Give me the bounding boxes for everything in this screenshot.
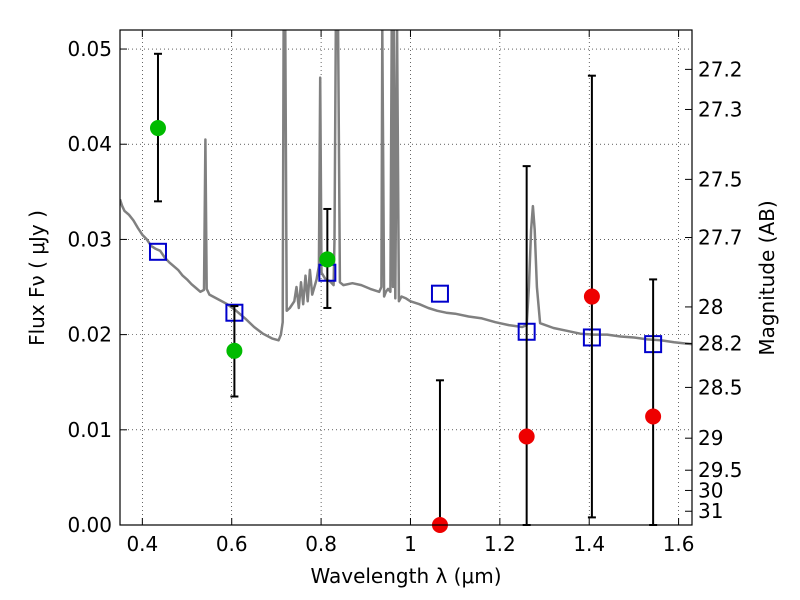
- upper-limit-point: [583, 288, 600, 305]
- mag-tick-label: 28: [698, 295, 723, 319]
- y-axis-title: Flux Fν ( μJy ): [25, 210, 49, 346]
- mag-tick-label: 30: [698, 478, 723, 502]
- mag-tick-label: 28.2: [698, 332, 743, 356]
- y-tick-label: 0.02: [67, 323, 112, 347]
- x-tick-label: 0.4: [126, 532, 158, 556]
- mag-tick-label: 27.3: [698, 97, 743, 121]
- mag-tick-label: 27.7: [698, 226, 743, 250]
- x-tick-label: 1.6: [663, 532, 695, 556]
- x-tick-label: 1.2: [484, 532, 516, 556]
- x-axis-title: Wavelength λ (μm): [310, 564, 501, 588]
- upper-limit-point: [518, 428, 535, 445]
- x-tick-label: 1.4: [573, 532, 605, 556]
- x-tick-label: 0.8: [305, 532, 337, 556]
- mag-tick-label: 29: [698, 426, 723, 450]
- marker-layer: [148, 52, 663, 533]
- y-tick-label: 0.04: [67, 132, 112, 156]
- right-axis-title: Magnitude (AB): [755, 200, 779, 355]
- mag-tick-label: 27.5: [698, 167, 743, 191]
- tick-layer: 0.4 0.6 0.8 1 1.2 1.4 1.6 0.00 0.01 0.02 0.03 0.04 0…: [67, 30, 743, 556]
- x-tick-label: 1: [404, 532, 417, 556]
- mag-tick-label: 31: [698, 499, 723, 523]
- model-photometry-square: [148, 242, 167, 261]
- mag-tick-label: 28.5: [698, 375, 743, 399]
- detection-point: [149, 120, 166, 137]
- mag-tick-label: 27.2: [698, 57, 743, 81]
- plot-frame: [119, 29, 693, 526]
- y-tick-label: 0.00: [67, 513, 112, 537]
- x-tick-label: 0.6: [216, 532, 248, 556]
- model-photometry-square: [430, 284, 449, 303]
- model-spectrum-line: [120, 30, 692, 346]
- y-tick-label: 0.01: [67, 418, 112, 442]
- detection-point: [319, 251, 336, 268]
- mag-tick-label: 29.5: [698, 458, 743, 482]
- y-tick-label: 0.05: [67, 37, 112, 61]
- detection-point: [226, 342, 243, 359]
- upper-limit-point: [645, 408, 662, 425]
- plot-area: [120, 30, 692, 346]
- y-tick-label: 0.03: [67, 227, 112, 251]
